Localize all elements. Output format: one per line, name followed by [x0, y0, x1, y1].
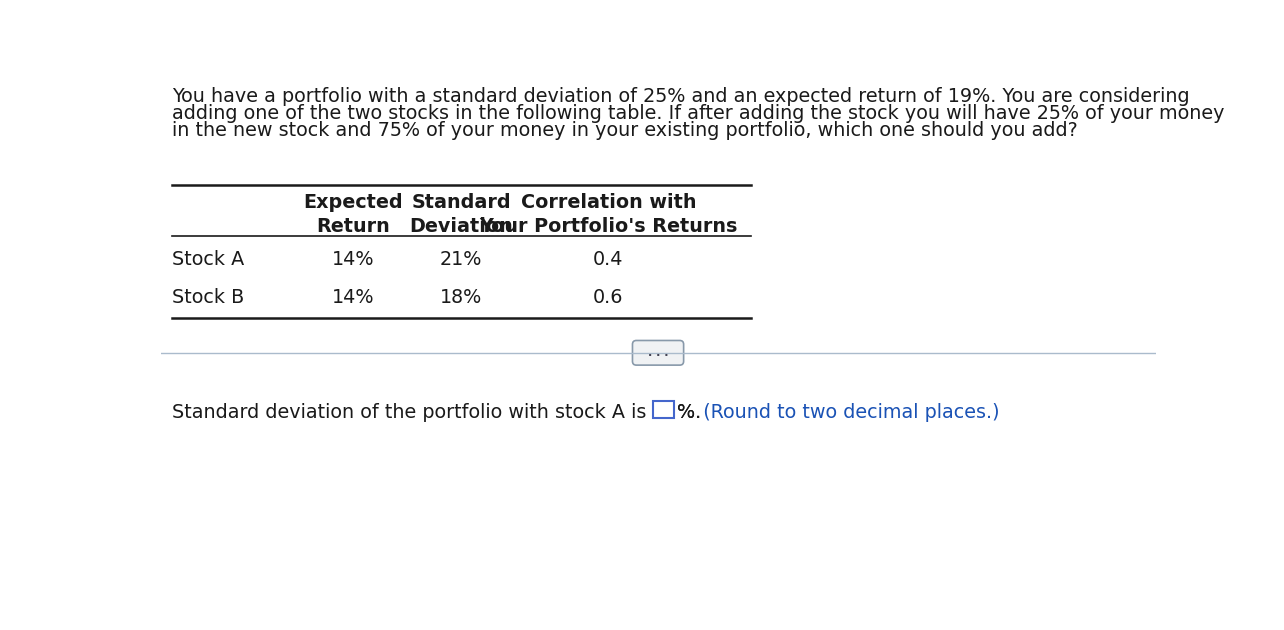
- FancyBboxPatch shape: [633, 340, 683, 365]
- Text: 14%: 14%: [331, 288, 374, 307]
- Text: Correlation with
Your Portfolio's Returns: Correlation with Your Portfolio's Return…: [479, 193, 737, 236]
- Text: (Round to two decimal places.): (Round to two decimal places.): [691, 403, 1000, 422]
- Text: 0.6: 0.6: [593, 288, 624, 307]
- Text: Expected
Return: Expected Return: [303, 193, 402, 236]
- Text: Standard
Deviation: Standard Deviation: [410, 193, 514, 236]
- Text: in the new stock and 75% of your money in your existing portfolio, which one sho: in the new stock and 75% of your money i…: [172, 121, 1077, 140]
- Text: adding one of the two stocks in the following table. If after adding the stock y: adding one of the two stocks in the foll…: [172, 104, 1225, 123]
- Text: 21%: 21%: [440, 249, 483, 268]
- Text: 0.4: 0.4: [593, 249, 624, 268]
- Text: %.: %.: [677, 403, 701, 422]
- Text: 18%: 18%: [440, 288, 483, 307]
- Text: %.: %.: [677, 403, 701, 422]
- Text: You have a portfolio with a standard deviation of 25% and an expected return of : You have a portfolio with a standard dev…: [172, 87, 1190, 106]
- Text: 14%: 14%: [331, 249, 374, 268]
- Text: . . .: . . .: [648, 348, 668, 358]
- FancyBboxPatch shape: [652, 401, 674, 418]
- Text: Stock B: Stock B: [172, 288, 244, 307]
- Text: Standard deviation of the portfolio with stock A is: Standard deviation of the portfolio with…: [172, 403, 652, 422]
- Text: Stock A: Stock A: [172, 249, 244, 268]
